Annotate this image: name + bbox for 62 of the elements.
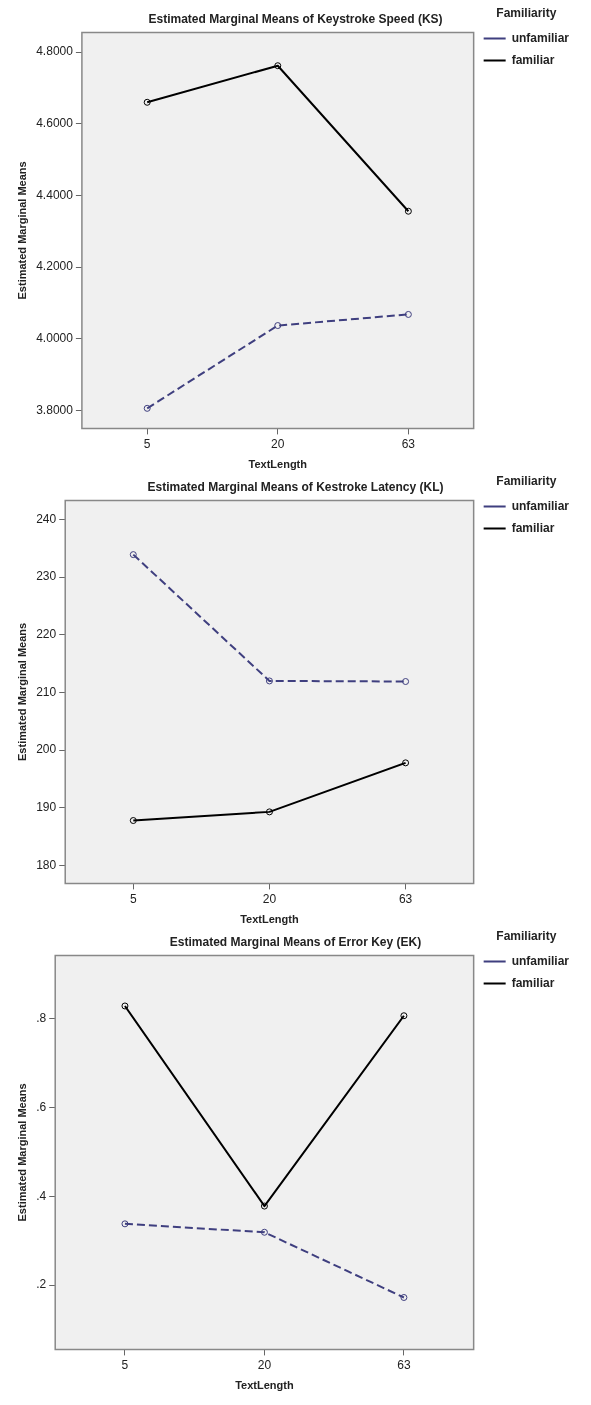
y-tick-label: 210 [36,684,57,699]
x-axis-title: TextLength [235,1379,294,1392]
y-tick-label: .6 [36,1099,47,1114]
point [143,98,151,106]
y-tick-label: 200 [36,742,57,757]
y-tick-label: 190 [36,800,57,815]
legend-label: familiar [511,52,555,67]
y-tick-label: 180 [36,857,57,872]
legend-title: Familiarity [496,474,557,489]
point [121,1002,129,1010]
point [265,808,273,816]
x-tick-label: 5 [121,1357,129,1372]
x-axis-title: TextLength [240,913,299,926]
y-tick-label: 4.8000 [36,44,74,59]
y-axis-title: Estimated Marginal Means [15,622,28,761]
point [260,1228,268,1236]
point [274,62,282,70]
y-tick-label: .2 [36,1277,47,1292]
legend-label: familiar [511,520,555,535]
point [260,1202,268,1210]
point [400,1012,408,1020]
x-tick-label: 63 [401,436,416,451]
y-tick-label: 220 [36,627,57,642]
y-axis-title: Estimated Marginal Means [15,161,28,300]
y-tick-label: 4.6000 [36,116,74,131]
point [404,207,412,215]
y-tick-label: 240 [36,511,57,526]
y-tick-label: 4.4000 [36,187,74,202]
x-tick-label: 63 [397,1357,411,1372]
point [404,310,412,318]
y-tick-label: 230 [36,569,57,584]
point [274,322,282,330]
y-tick-label: .4 [36,1188,47,1203]
legend-title: Familiarity [496,929,557,944]
point [121,1220,129,1228]
legend-label: unfamiliar [511,498,570,513]
point [400,1293,408,1301]
legend-label: familiar [511,975,555,990]
legend-label: unfamiliar [511,30,570,45]
x-tick-label: 5 [129,891,137,906]
chart-title: Estimated Marginal Means of Kestroke Latency (KL) [147,479,444,494]
point [265,677,273,685]
x-axis-title: TextLength [248,458,308,471]
y-tick-label: .8 [36,1011,47,1026]
x-tick-label: 20 [257,1357,272,1372]
point [402,678,410,686]
y-tick-label: 4.2000 [36,259,74,274]
legend-title: Familiarity [496,6,557,21]
y-tick-label: 4.0000 [36,331,74,346]
legend-label: unfamiliar [511,953,570,968]
x-tick-label: 20 [271,436,285,451]
chart-title: Estimated Marginal Means of Keystroke Speed (KS) [148,11,443,26]
x-tick-label: 20 [262,891,277,906]
x-tick-label: 5 [143,436,151,451]
chart-title: Estimated Marginal Means of Error Key (EK) [169,934,422,949]
y-axis-title: Estimated Marginal Means [15,1083,28,1222]
point [129,817,137,825]
y-tick-label: 3.8000 [36,402,74,417]
point [129,551,137,559]
point [402,759,410,767]
x-tick-label: 63 [398,891,413,906]
point [143,404,151,412]
